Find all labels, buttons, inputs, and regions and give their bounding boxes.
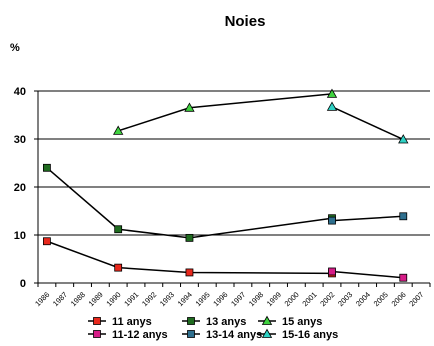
data-point xyxy=(114,225,123,234)
x-tick-label: 1999 xyxy=(265,290,283,308)
y-tick-label: 40 xyxy=(14,86,26,98)
x-tick-label: 2001 xyxy=(300,290,318,308)
x-tick-label: 1992 xyxy=(140,290,158,308)
legend-label: 15 anys xyxy=(282,316,322,328)
legend-item: 13-14 anys xyxy=(182,329,262,341)
x-tick-labels: 1986 1987 1988 1989 1990 1991 1992 1993 1994 1995… xyxy=(33,290,425,308)
series-line xyxy=(331,106,404,141)
x-tick-label: 2000 xyxy=(283,290,301,308)
legend-marker xyxy=(93,330,101,338)
y-tick-label: 0 xyxy=(20,278,26,290)
series-3 xyxy=(328,267,408,282)
legend-marker xyxy=(93,317,101,325)
x-tick-label: 1993 xyxy=(158,290,176,308)
x-tick-label: 2003 xyxy=(336,290,354,308)
x-tick-label: 1989 xyxy=(87,290,105,308)
series-group xyxy=(43,88,409,282)
x-tick-label: 1991 xyxy=(122,290,140,308)
data-point xyxy=(43,163,51,172)
x-tick-label: 1996 xyxy=(211,290,229,308)
y-tick-label: 20 xyxy=(14,182,26,194)
x-tick-label: 2004 xyxy=(354,290,372,308)
x-tick-label: 1998 xyxy=(247,290,265,308)
data-point xyxy=(328,216,336,225)
y-tick-label: 30 xyxy=(14,134,26,146)
series-line xyxy=(117,93,333,132)
chart-title: Noies xyxy=(225,13,266,30)
legend-label: 15-16 anys xyxy=(282,329,338,341)
data-point xyxy=(399,273,408,282)
x-tick-label: 1990 xyxy=(104,290,122,308)
series-1 xyxy=(43,163,336,242)
legend-label: 11-12 anys xyxy=(112,329,168,341)
x-tick-label: 1994 xyxy=(176,290,194,308)
series-line xyxy=(331,215,404,222)
x-tick-label: 2007 xyxy=(407,290,425,308)
legend-item: 15-16 anys xyxy=(258,328,338,341)
data-point xyxy=(114,263,123,272)
legend-item: 13 anys xyxy=(182,316,246,328)
legend-item: 11-12 anys xyxy=(88,329,168,341)
data-point xyxy=(328,267,336,276)
y-axis-unit-label: % xyxy=(10,42,20,54)
data-point xyxy=(326,101,338,111)
series-5 xyxy=(326,101,409,144)
x-tick-label: 1997 xyxy=(229,290,247,308)
x-tick-label: 1988 xyxy=(69,290,87,308)
legend-label: 13 anys xyxy=(206,316,246,328)
legend-label: 11 anys xyxy=(112,316,152,328)
series-line xyxy=(46,240,333,275)
x-tick-label: 1987 xyxy=(51,290,69,308)
x-tick-label: 1995 xyxy=(194,290,212,308)
data-point xyxy=(184,102,195,112)
x-tick-label: 2006 xyxy=(390,290,408,308)
data-point xyxy=(43,237,51,246)
data-point xyxy=(112,125,124,135)
axes xyxy=(34,90,431,287)
legend-item: 11 anys xyxy=(88,316,152,328)
data-point xyxy=(326,88,338,98)
legend-item: 15 anys xyxy=(258,315,322,328)
gridlines xyxy=(38,90,430,236)
legend-label: 13-14 anys xyxy=(206,329,262,341)
legend: 11 anys 13 anys 15 anys 11-12 anys 13-14 any… xyxy=(88,315,338,341)
data-point xyxy=(398,134,409,144)
legend-marker xyxy=(261,315,273,325)
series-line xyxy=(331,270,404,279)
legend-marker xyxy=(187,317,195,325)
series-2 xyxy=(112,88,338,135)
data-point xyxy=(399,212,408,221)
x-tick-label: 2005 xyxy=(372,290,390,308)
x-tick-label: 2002 xyxy=(318,290,336,308)
y-tick-label: 10 xyxy=(14,230,26,242)
legend-marker xyxy=(187,330,195,338)
legend-marker xyxy=(261,328,273,338)
x-tick-label: 1986 xyxy=(33,290,51,308)
y-tick-labels: 0 10 20 30 40 xyxy=(14,86,26,290)
series-0 xyxy=(43,237,336,278)
data-point xyxy=(185,233,194,242)
series-4 xyxy=(328,212,408,225)
data-point xyxy=(185,268,194,277)
series-line xyxy=(46,167,333,239)
